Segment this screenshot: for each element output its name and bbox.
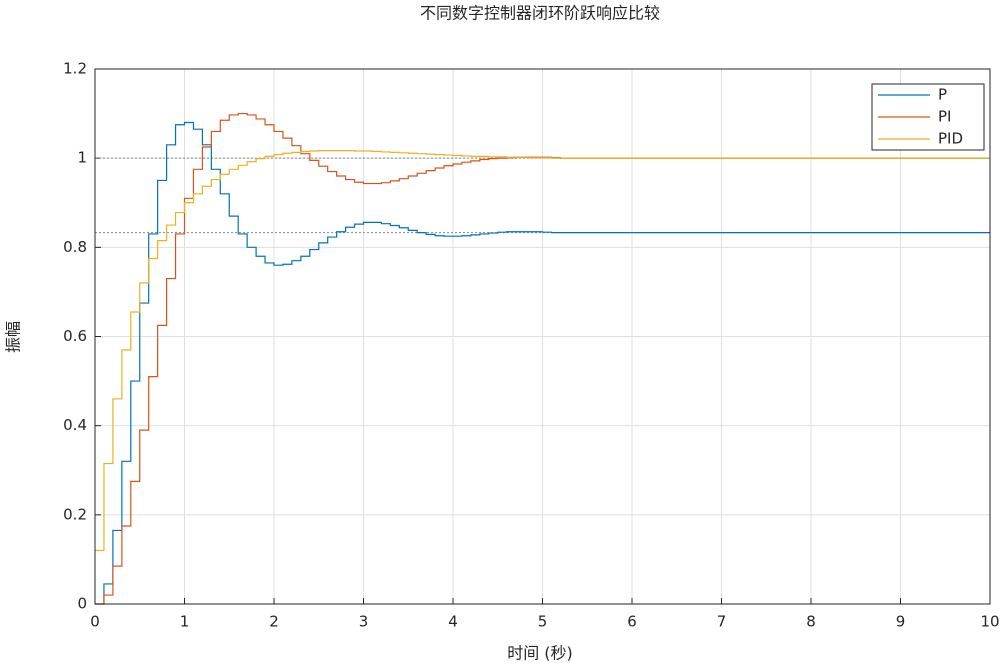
x-tick-label: 6 bbox=[627, 613, 637, 631]
legend-label: P bbox=[938, 86, 947, 104]
x-tick-label: 2 bbox=[269, 613, 279, 631]
y-tick-label: 0.8 bbox=[63, 238, 87, 256]
x-tick-label: 5 bbox=[538, 613, 548, 631]
legend-label: PI bbox=[938, 108, 951, 126]
x-tick-label: 3 bbox=[359, 613, 369, 631]
x-tick-label: 4 bbox=[448, 613, 458, 631]
x-tick-label: 8 bbox=[806, 613, 816, 631]
y-tick-label: 0.4 bbox=[63, 416, 87, 434]
y-tick-label: 1.2 bbox=[63, 60, 87, 78]
series-line bbox=[95, 149, 990, 552]
y-tick-label: 0 bbox=[77, 595, 87, 613]
x-tick-label: 7 bbox=[717, 613, 727, 631]
legend-label: PID bbox=[938, 130, 963, 148]
y-axis-label: 振幅 bbox=[4, 321, 23, 353]
x-tick-label: 1 bbox=[180, 613, 190, 631]
chart-title: 不同数字控制器闭环阶跃响应比较 bbox=[420, 4, 660, 23]
x-tick-label: 0 bbox=[90, 613, 100, 631]
series-line bbox=[95, 121, 990, 605]
axes-box bbox=[94, 68, 991, 605]
x-tick-label: 9 bbox=[896, 613, 906, 631]
x-axis-label: 时间 (秒) bbox=[507, 644, 573, 663]
y-tick-label: 0.6 bbox=[63, 327, 87, 345]
y-tick-label: 1 bbox=[77, 149, 87, 167]
y-tick-label: 0.2 bbox=[63, 505, 87, 523]
x-tick-label: 10 bbox=[980, 613, 999, 631]
